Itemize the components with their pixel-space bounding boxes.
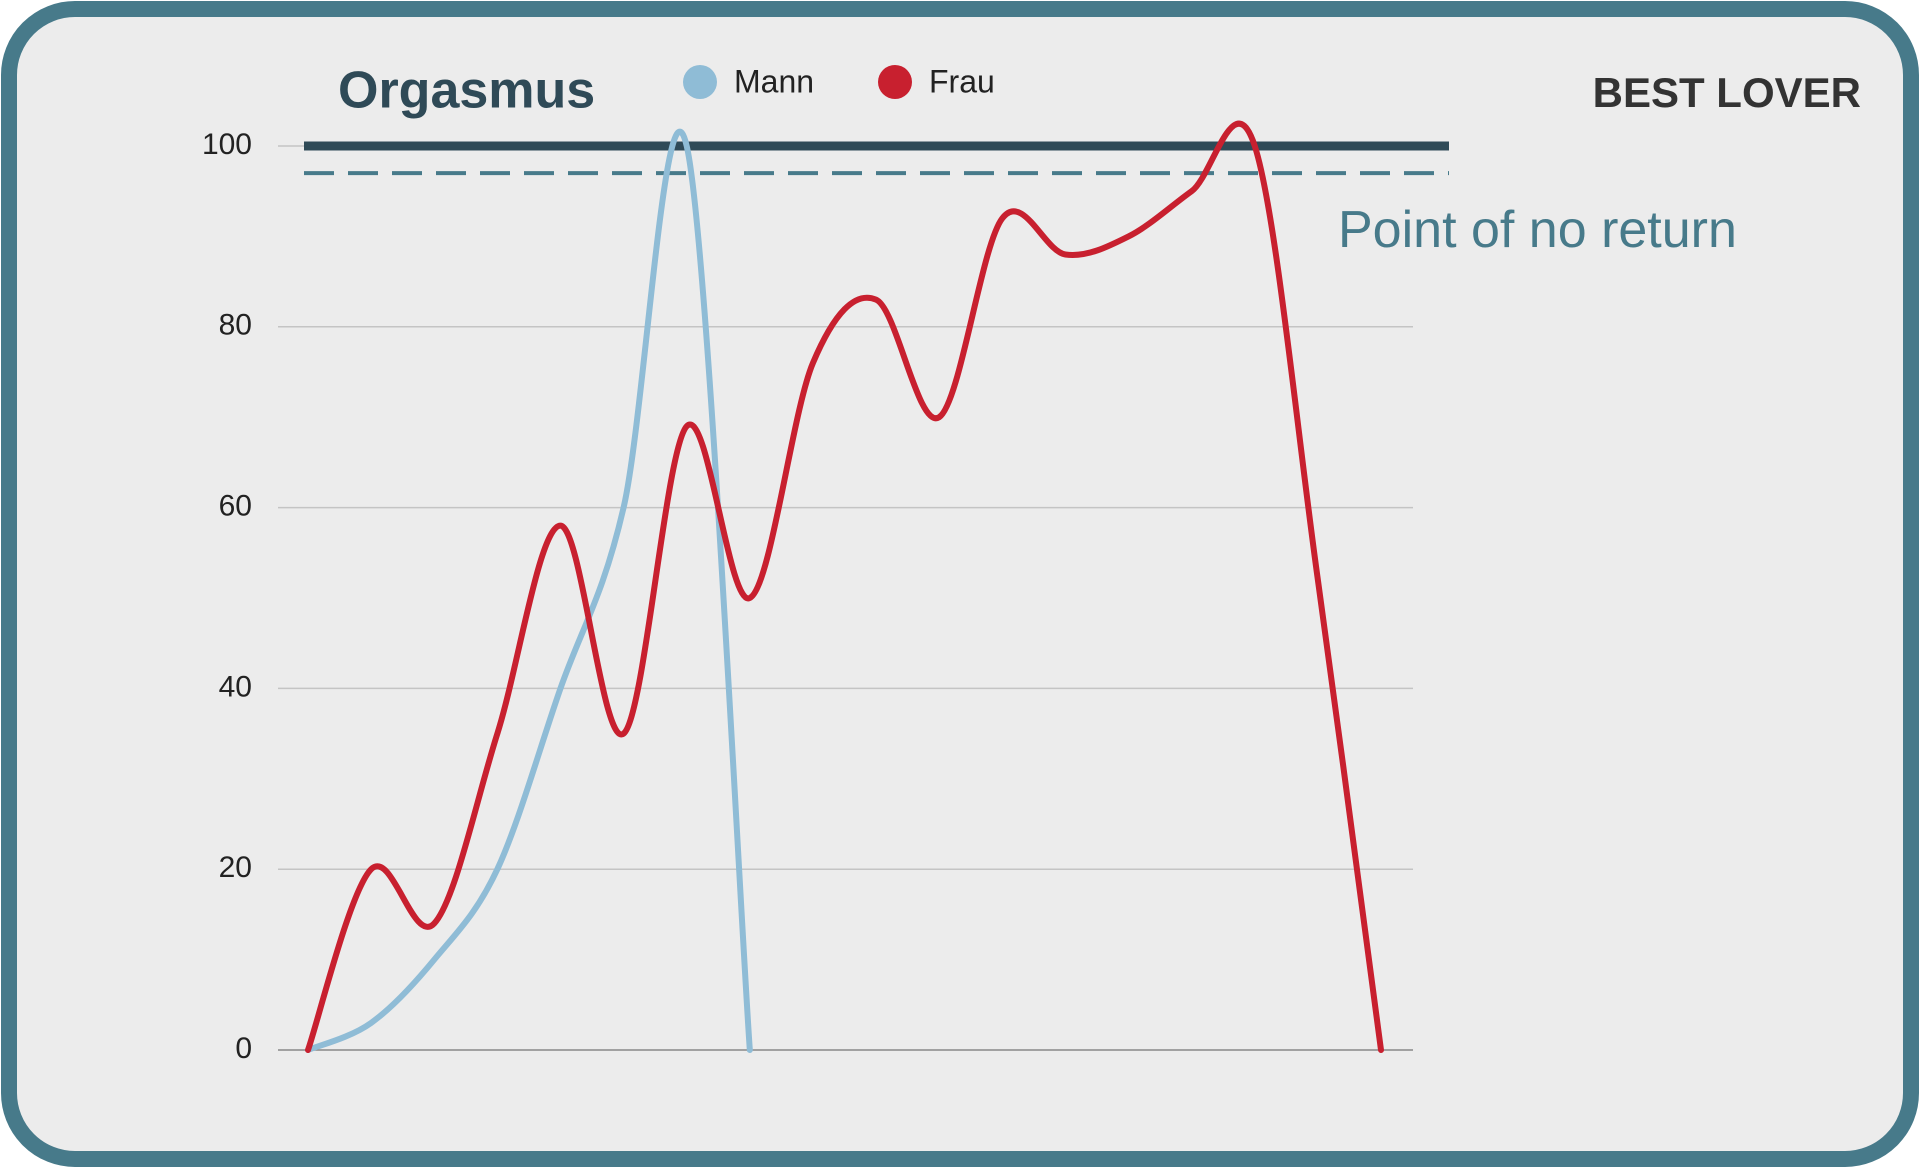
legend-marker [683, 65, 717, 99]
y-tick-label: 40 [219, 670, 252, 703]
y-tick-label: 20 [219, 851, 252, 884]
legend-label: Mann [734, 63, 814, 99]
y-tick-label: 80 [219, 309, 252, 342]
y-tick-label: 0 [235, 1032, 252, 1065]
chart-title: Orgasmus [338, 62, 595, 120]
annotation: Point of no return [1338, 201, 1737, 259]
y-tick-label: 60 [219, 490, 252, 523]
legend-label: Frau [929, 63, 995, 99]
legend-marker [878, 65, 912, 99]
y-tick-label: 100 [202, 128, 252, 161]
line-series [305, 120, 1384, 1053]
logo: BEST LOVER [1593, 69, 1861, 116]
line-series [305, 128, 753, 1053]
